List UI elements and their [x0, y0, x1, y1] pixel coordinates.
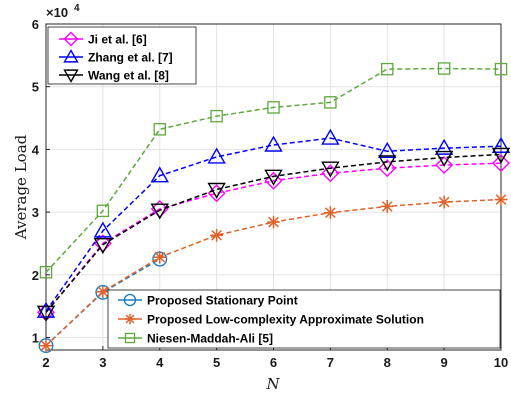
series-1 [36, 128, 511, 318]
data-point [378, 159, 397, 178]
data-point [153, 123, 166, 136]
y-tick-label: 2 [32, 268, 39, 283]
data-point [321, 128, 340, 145]
y-axis-label: Average Load [12, 134, 30, 240]
data-point [38, 338, 54, 354]
y-tick-label: 4 [32, 142, 40, 157]
x-tick-label: 4 [156, 355, 164, 370]
legend-label: Proposed Low-complexity Approximate Solu… [147, 313, 424, 327]
legend-label: Niesen-Maddah-Ali [5] [147, 332, 273, 346]
legend-marker [124, 332, 136, 344]
x-axis-label: N [265, 375, 280, 393]
data-point [437, 195, 451, 209]
legend-label: Ji et al. [6] [88, 33, 147, 47]
data-point [207, 147, 226, 164]
legend-entry: Niesen-Maddah-Ali [5] [118, 332, 273, 346]
data-point [150, 166, 169, 183]
legend-marker [124, 313, 136, 325]
data-point [39, 266, 53, 279]
data-point [96, 285, 110, 299]
series-4 [39, 193, 508, 353]
x-tick-label: 3 [99, 355, 106, 370]
series-group [36, 62, 511, 354]
data-point [267, 215, 280, 229]
legend-marker [63, 69, 79, 83]
data-point [39, 339, 53, 353]
data-point [150, 203, 169, 220]
data-point [437, 62, 451, 75]
legend-bottom-right: Proposed Stationary Point Proposed Low-co… [107, 289, 501, 349]
data-point [378, 155, 397, 172]
x-tick-label: 5 [213, 355, 220, 370]
y-axis-exponent-base: ×10 [46, 5, 68, 20]
data-point [321, 164, 340, 183]
data-point [264, 169, 283, 186]
x-tick-label: 8 [384, 355, 391, 370]
series-line [45, 137, 502, 312]
legend-label: Wang et al. [8] [88, 69, 169, 83]
legend-marker [63, 31, 79, 47]
data-point [210, 228, 224, 242]
data-point [36, 305, 56, 322]
series-line [45, 67, 502, 273]
data-point [153, 250, 167, 264]
legend-entry: Proposed Low-complexity Approximate Solu… [118, 313, 424, 327]
data-point [321, 161, 340, 178]
legend-label: Proposed Stationary Point [147, 294, 298, 308]
data-point [494, 62, 508, 76]
legend-marker [123, 293, 137, 307]
data-point [93, 221, 113, 238]
data-point [267, 101, 280, 114]
data-point [96, 204, 110, 218]
series-5 [39, 62, 508, 279]
x-tick-label: 10 [494, 355, 508, 370]
data-point [207, 182, 226, 199]
data-point [491, 136, 511, 153]
y-tick-label: 1 [32, 330, 39, 345]
data-point [380, 200, 394, 213]
data-point [380, 62, 394, 76]
x-tick-label: 9 [441, 355, 448, 370]
data-point [264, 135, 283, 152]
legend-top-left: Ji et al. [6] Zhang et al. [7] Wang et al.… [47, 26, 197, 85]
data-point [210, 109, 223, 123]
legend-entry: Ji et al. [6] [59, 31, 147, 47]
data-point [36, 301, 56, 318]
data-point [434, 150, 454, 167]
y-tick-label: 3 [32, 205, 39, 220]
legend-label: Zhang et al. [7] [88, 51, 173, 65]
data-point [93, 237, 113, 255]
series-2 [36, 147, 511, 322]
data-point [378, 141, 397, 158]
x-tick-label: 2 [42, 355, 49, 370]
y-tick-label: 5 [32, 80, 39, 95]
data-point [434, 138, 454, 155]
legend-marker [63, 49, 79, 63]
data-point [492, 154, 510, 173]
y-axis-exponent-power: 4 [74, 3, 80, 14]
data-point [494, 193, 508, 206]
data-point [491, 147, 511, 164]
legend-entry: Proposed Stationary Point [118, 294, 298, 308]
data-point [323, 206, 337, 220]
legend-entry: Wang et al. [8] [59, 69, 169, 83]
x-tick-label: 7 [327, 355, 334, 370]
data-point [324, 96, 337, 109]
series-line [45, 153, 502, 313]
legend-entry: Zhang et al. [7] [59, 49, 173, 65]
x-tick-label: 6 [270, 355, 277, 370]
data-point [207, 184, 226, 203]
series-line [45, 162, 502, 313]
y-tick-label: 6 [32, 17, 39, 32]
data-point [435, 156, 454, 175]
